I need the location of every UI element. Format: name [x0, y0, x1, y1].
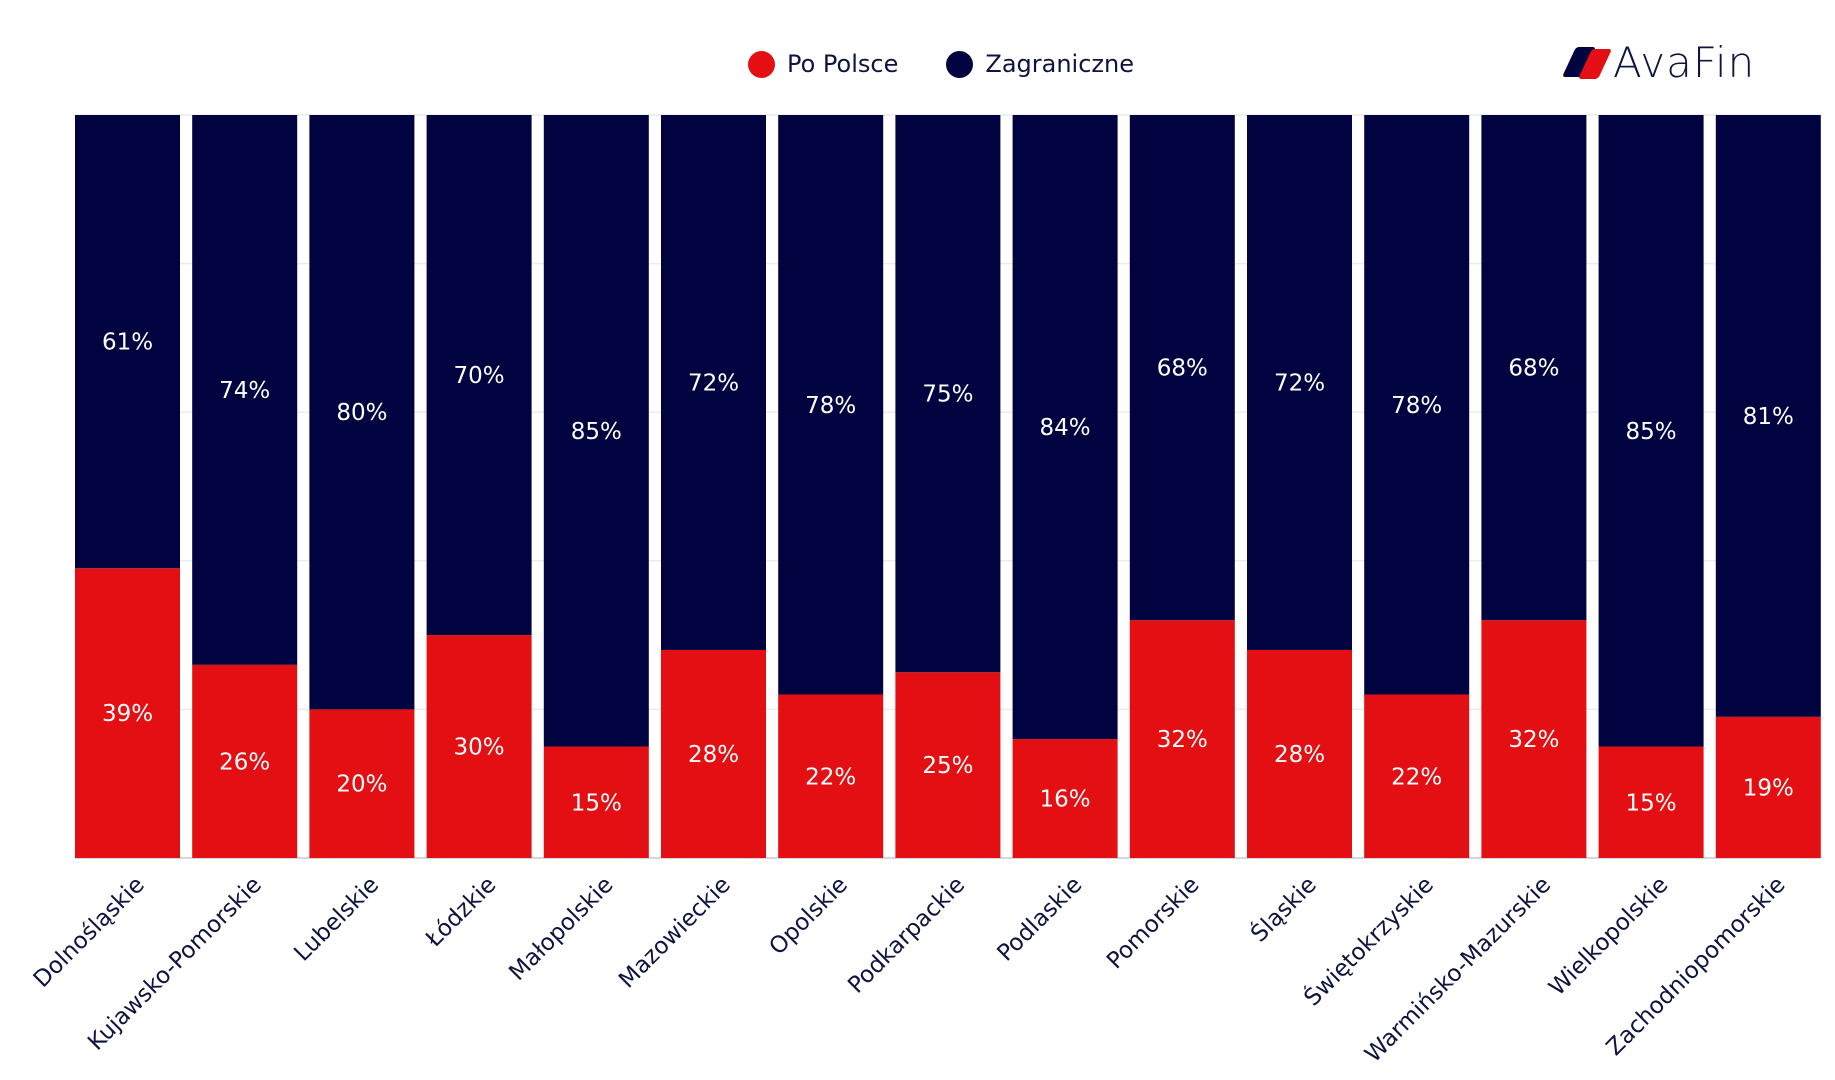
x-tick-label: Małopolskie — [504, 872, 618, 986]
bar-segment-po-polsce[interactable] — [895, 672, 1001, 858]
bar-segment-po-polsce[interactable] — [778, 694, 884, 858]
value-label: 74% — [219, 378, 270, 404]
bar-segment-zagraniczne[interactable] — [1129, 115, 1235, 621]
value-label: 85% — [1626, 419, 1677, 445]
value-label: 20% — [336, 772, 387, 798]
bar-segment-po-polsce[interactable] — [1481, 620, 1587, 858]
x-tick-label: Pomorskie — [1102, 872, 1204, 974]
x-tick-label: Śląskie — [1245, 870, 1322, 947]
value-label: 78% — [1391, 393, 1442, 419]
value-label: 39% — [102, 701, 153, 727]
bar-segment-zagraniczne[interactable] — [1364, 115, 1470, 695]
bar-segment-zagraniczne[interactable] — [1247, 115, 1352, 650]
bar-segment-po-polsce[interactable] — [1012, 739, 1118, 858]
bar-segment-po-polsce[interactable] — [1129, 620, 1235, 858]
value-label: 68% — [1157, 356, 1208, 382]
bar-segment-zagraniczne[interactable] — [1715, 115, 1821, 717]
value-label: 80% — [336, 400, 387, 426]
x-tick-label: Opolskie — [765, 872, 853, 960]
legend-dot-zagraniczne — [946, 50, 974, 78]
value-label: 28% — [688, 742, 739, 768]
value-label: 28% — [1274, 742, 1325, 768]
legend-label-zagraniczne: Zagraniczne — [985, 50, 1134, 78]
bar-segment-po-polsce[interactable] — [1715, 716, 1821, 858]
x-tick-label: Warmińsko-Mazurskie — [1360, 872, 1556, 1068]
bar-segment-po-polsce[interactable] — [426, 635, 532, 858]
value-label: 26% — [219, 749, 270, 775]
x-tick-label: Łódzkie — [420, 872, 501, 953]
legend-label-po-polsce: Po Polsce — [787, 50, 899, 78]
bar-segment-zagraniczne[interactable] — [543, 115, 649, 747]
value-label: 32% — [1508, 727, 1559, 753]
value-label: 22% — [805, 764, 856, 790]
value-label: 81% — [1743, 404, 1794, 430]
bar-segment-zagraniczne[interactable] — [309, 115, 415, 710]
x-tick-label: Mazowieckie — [614, 872, 736, 994]
legend-dot-po-polsce — [748, 50, 775, 78]
bar-segment-po-polsce[interactable] — [75, 568, 180, 858]
value-label: 72% — [1274, 370, 1325, 396]
bar-segment-zagraniczne[interactable] — [661, 115, 766, 650]
value-label: 72% — [688, 370, 739, 396]
value-label: 19% — [1743, 775, 1794, 801]
bar-segment-po-polsce[interactable] — [309, 709, 415, 858]
value-label: 70% — [454, 363, 505, 389]
value-label: 75% — [922, 382, 973, 408]
value-label: 61% — [102, 330, 153, 356]
bar-segment-zagraniczne[interactable] — [1598, 115, 1704, 747]
chart-legend: Po Polsce Zagraniczne — [748, 50, 1134, 78]
bar-segment-po-polsce[interactable] — [1598, 746, 1704, 858]
bars — [75, 115, 1821, 858]
value-label: 15% — [571, 790, 622, 816]
bar-segment-zagraniczne[interactable] — [1481, 115, 1587, 621]
value-label: 16% — [1040, 787, 1091, 813]
x-tick-label: Podkarpackie — [843, 872, 970, 999]
avafin-logo: AvaFin — [1562, 38, 1756, 87]
bar-segment-po-polsce[interactable] — [1364, 694, 1470, 858]
value-labels: 39% 61% 26% 74% 20% 80% 30% 70% 15% 85% 28% 72% 22% 7… — [102, 330, 1794, 817]
x-tick-label: Wielkopolskie — [1544, 872, 1673, 1001]
logo-text: AvaFin — [1613, 38, 1756, 87]
bar-segment-po-polsce[interactable] — [661, 649, 766, 858]
legend-item-po-polsce[interactable]: Po Polsce — [748, 50, 898, 78]
value-label: 84% — [1040, 415, 1091, 441]
bar-segment-zagraniczne[interactable] — [426, 115, 532, 636]
value-label: 30% — [454, 735, 505, 761]
x-tick-label: Dolnośląskie — [29, 872, 150, 993]
value-label: 85% — [571, 419, 622, 445]
bar-segment-zagraniczne[interactable] — [778, 115, 884, 695]
bar-segment-zagraniczne[interactable] — [75, 115, 180, 569]
value-label: 25% — [922, 753, 973, 779]
legend-item-zagraniczne[interactable]: Zagraniczne — [946, 50, 1134, 78]
bar-segment-zagraniczne[interactable] — [1012, 115, 1118, 740]
value-label: 32% — [1157, 727, 1208, 753]
bar-segment-po-polsce[interactable] — [543, 746, 649, 858]
x-tick-label: Podlaskie — [993, 872, 1088, 967]
bar-segment-zagraniczne[interactable] — [895, 115, 1001, 673]
bar-segment-zagraniczne[interactable] — [192, 115, 298, 665]
value-label: 22% — [1391, 764, 1442, 790]
bar-segment-po-polsce[interactable] — [1247, 649, 1352, 858]
value-label: 78% — [805, 393, 856, 419]
value-label: 15% — [1626, 790, 1677, 816]
bar-segment-po-polsce[interactable] — [192, 664, 298, 858]
value-label: 68% — [1508, 356, 1559, 382]
x-tick-label: Lubelskie — [289, 872, 384, 967]
